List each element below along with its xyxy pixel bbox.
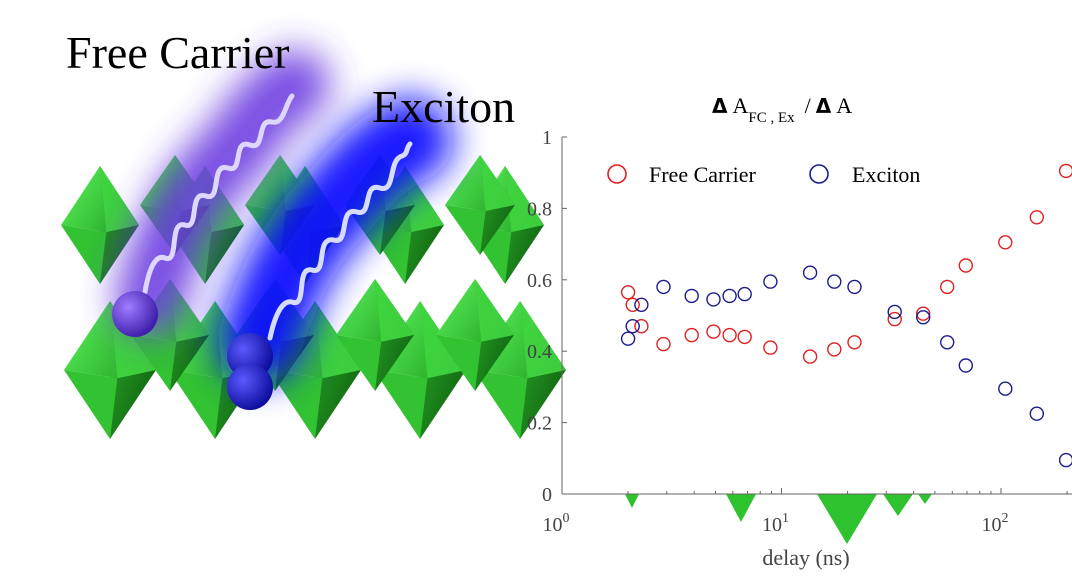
free-carrier-heading: Free Carrier xyxy=(66,27,290,78)
free-carrier-glow xyxy=(115,50,330,335)
title-slash: / xyxy=(805,93,812,118)
exciton-point xyxy=(847,279,862,295)
y-tick-label: 0.2 xyxy=(527,413,552,435)
free-carrier-point xyxy=(827,342,842,357)
legend: Free Carrier Exciton xyxy=(607,162,920,187)
exciton-point xyxy=(656,279,671,295)
free-carrier-point xyxy=(737,329,752,345)
octahedron-fragment xyxy=(883,494,913,516)
title-a-2: A xyxy=(836,93,852,118)
exciton-point xyxy=(1029,406,1045,421)
title-delta-1: Δ xyxy=(712,94,728,118)
free-carrier-point xyxy=(722,327,737,343)
exciton-point xyxy=(802,265,818,280)
legend-marker-free-carrier xyxy=(607,164,627,184)
exciton-point xyxy=(958,358,973,373)
exciton-point xyxy=(763,274,778,289)
octahedron-shape xyxy=(61,166,139,284)
exciton-point xyxy=(737,286,752,302)
x-axis-label: delay (ns) xyxy=(762,545,849,570)
x-ticks: 100 101 102 xyxy=(543,488,1068,536)
free-carrier-point xyxy=(763,340,778,355)
free-carrier-point xyxy=(802,349,818,364)
free-carrier-point xyxy=(887,311,902,327)
exciton-heading: Exciton xyxy=(372,81,516,132)
chart-title: Δ AFC , Ex / Δ A xyxy=(712,93,852,126)
exciton-point xyxy=(916,310,931,325)
octahedron-fragment xyxy=(817,494,877,544)
chart: 00.20.40.60.81 100 101 102 Δ AFC , Ex / Δ A Fr… xyxy=(527,93,1072,570)
octahedron-fragment xyxy=(625,494,639,508)
free-carrier-point xyxy=(656,336,671,352)
y-tick-label: 0.6 xyxy=(527,270,552,292)
free-carrier-point xyxy=(916,306,931,321)
legend-marker-exciton xyxy=(809,164,829,184)
x-tick-label: 102 xyxy=(982,511,1009,536)
octahedron-shape xyxy=(445,155,515,255)
octahedron-shape xyxy=(336,279,414,391)
free-carrier-point xyxy=(684,327,699,343)
x-tick-exponent: 0 xyxy=(563,511,570,526)
x-tick-base: 10 xyxy=(762,514,782,536)
x-tick-base: 10 xyxy=(982,514,1002,536)
free-carrier-point xyxy=(847,335,862,350)
exciton-point xyxy=(998,381,1013,396)
exciton-ball-lower xyxy=(227,364,273,410)
octahedron-fragment xyxy=(726,494,756,522)
y-ticks: 0 0.2 0.4 0.6 0.8 1 xyxy=(527,127,567,506)
octahedron-shape xyxy=(64,301,156,439)
title-subscript: FC , Ex xyxy=(748,110,795,126)
legend-label-exciton: Exciton xyxy=(852,162,920,187)
octahedron-shape xyxy=(436,279,514,391)
data-points xyxy=(620,163,1072,468)
free-carrier-point xyxy=(958,258,973,273)
y-tick-label: 0 xyxy=(542,484,552,506)
x-tick-label: 101 xyxy=(762,511,789,536)
title-a-1: A xyxy=(732,93,748,118)
free-carrier-photon-wave xyxy=(142,93,295,295)
y-tick-label: 0.4 xyxy=(527,341,552,363)
y-tick-label: 0.8 xyxy=(527,198,552,220)
exciton-point xyxy=(620,331,636,346)
exciton-point xyxy=(887,304,902,320)
exciton-point xyxy=(940,335,955,350)
exciton-point xyxy=(1058,452,1072,468)
x-tick-exponent: 1 xyxy=(782,511,789,526)
free-carrier-point xyxy=(940,279,955,295)
free-carrier-point xyxy=(998,235,1013,250)
legend-label-free-carrier: Free Carrier xyxy=(649,162,757,187)
free-carrier-point xyxy=(1029,210,1045,225)
free-carrier-point xyxy=(1058,163,1072,179)
octahedron-fragment xyxy=(918,494,932,504)
y-tick-label: 1 xyxy=(542,127,552,149)
exciton-point xyxy=(827,274,842,289)
exciton-point xyxy=(706,292,721,307)
x-tick-exponent: 2 xyxy=(1002,511,1009,526)
free-carrier-point xyxy=(625,297,640,312)
free-carrier-point xyxy=(620,285,636,300)
free-carrier-point xyxy=(634,319,649,334)
exciton-glow xyxy=(217,97,453,383)
exciton-point xyxy=(684,288,699,304)
emission-glows xyxy=(115,50,453,383)
x-tick-base: 10 xyxy=(543,514,563,536)
free-carrier-ball xyxy=(112,291,158,337)
free-carrier-point xyxy=(706,324,721,339)
title-delta-2: Δ xyxy=(816,94,832,118)
exciton-photon-wave xyxy=(267,141,413,341)
exciton-point xyxy=(625,319,640,334)
x-tick-label: 100 xyxy=(543,511,570,536)
exciton-point xyxy=(634,297,649,312)
exciton-point xyxy=(722,288,737,304)
